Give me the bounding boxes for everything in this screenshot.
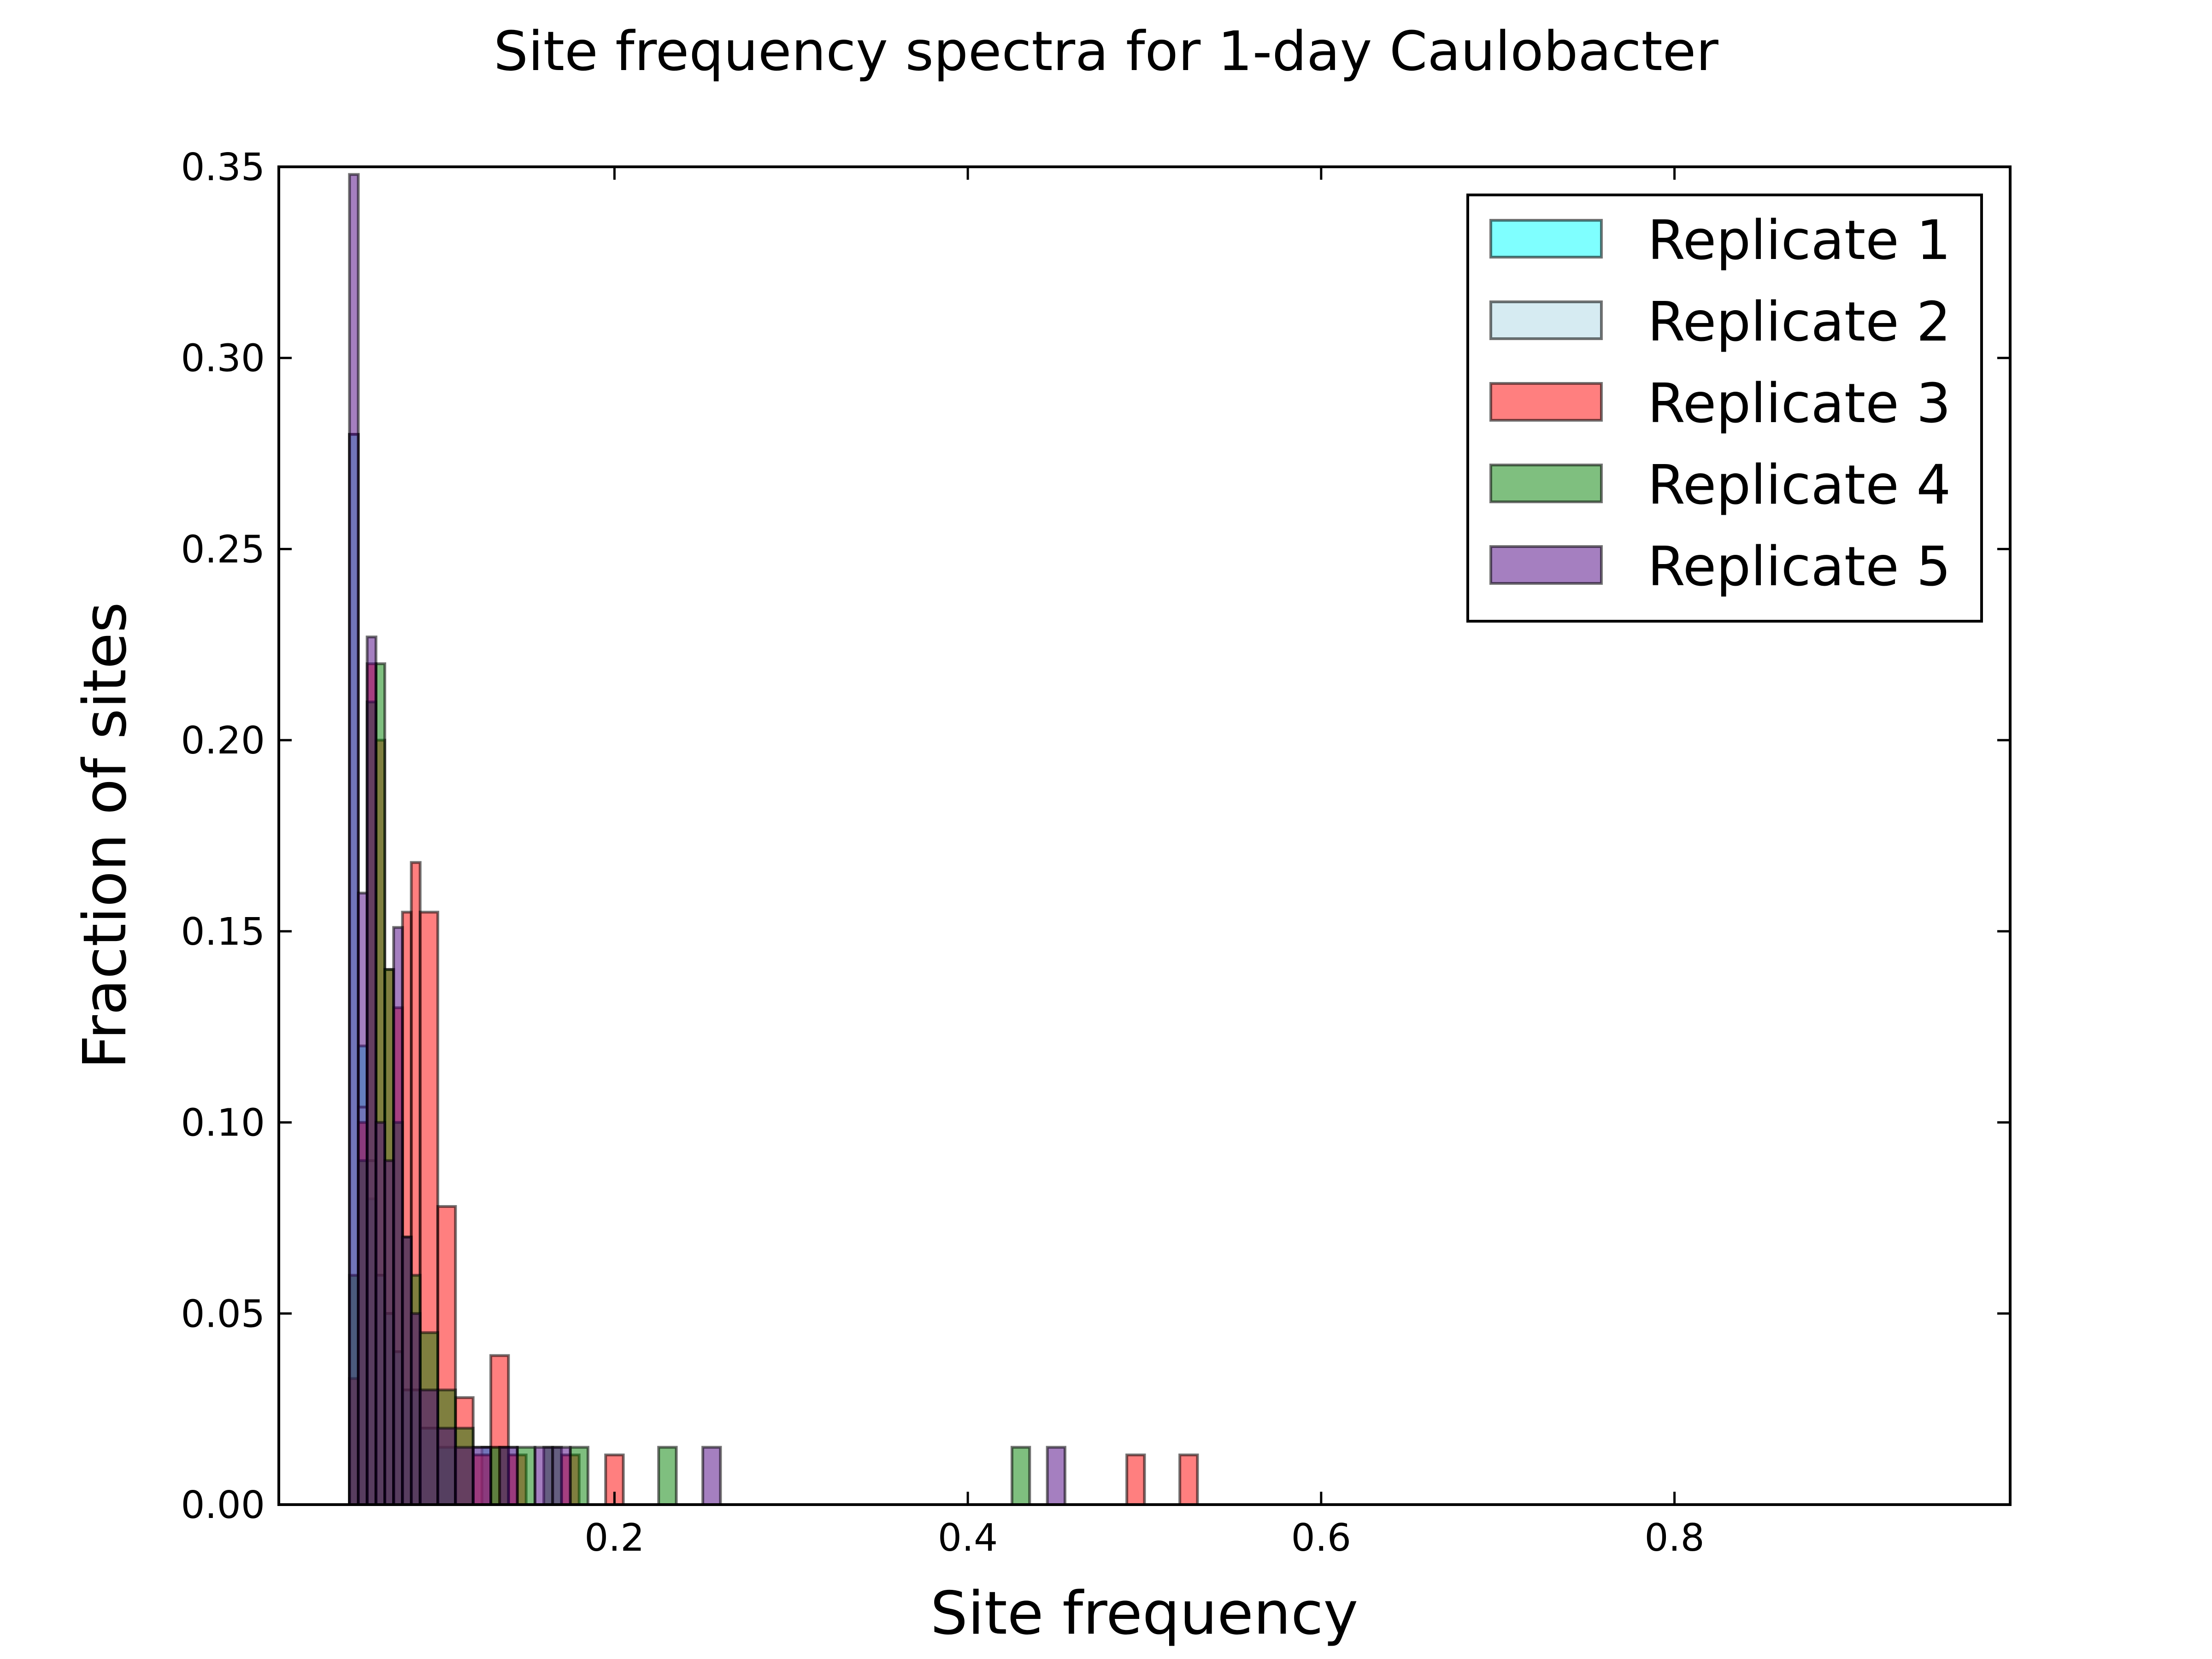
plot-frame [277, 165, 2012, 1506]
legend-label-1: Replicate 1 [1647, 208, 1951, 272]
legend-label-4: Replicate 4 [1647, 453, 1951, 517]
bar-series-5-16 [701, 1446, 722, 1506]
y-tick-label: 0.25 [181, 528, 265, 571]
y-tick-label: 0.00 [181, 1483, 265, 1527]
y-tick-label: 0.15 [181, 910, 265, 954]
legend-items: Replicate 1 Replicate 2 Replicate 3 Replica… [1489, 208, 1951, 598]
bar-series-5-11 [454, 1446, 475, 1506]
x-axis-title: Site frequency [930, 1579, 1358, 1648]
bar-series-4-16 [657, 1446, 678, 1506]
bar-series-5-12 [471, 1446, 493, 1506]
legend-swatch-1 [1489, 219, 1603, 259]
series-5 [348, 173, 1066, 1506]
bar-series-5-15 [551, 1446, 572, 1506]
legend-swatch-4 [1489, 464, 1603, 503]
bar-series-5-13 [498, 1446, 519, 1506]
bar-series-5-9 [418, 1388, 440, 1506]
y-tick-label: 0.30 [181, 337, 265, 381]
legend-label-5: Replicate 5 [1647, 535, 1951, 598]
legend-swatch-2 [1489, 300, 1603, 340]
legend-swatch-5 [1489, 545, 1603, 585]
y-tick-label: 0.35 [181, 146, 265, 189]
bar-series-3-17 [1125, 1453, 1146, 1506]
y-tick-label: 0.10 [181, 1101, 265, 1145]
chart-title: Site frequency spectra for 1-day Cauloba… [494, 19, 1718, 83]
x-tick-label: 0.4 [938, 1516, 998, 1560]
bar-series-5-10 [436, 1427, 457, 1506]
bar-series-5-14 [533, 1446, 554, 1506]
y-tick-label: 0.05 [181, 1292, 265, 1336]
x-tick-label: 0.6 [1291, 1516, 1351, 1560]
y-tick-label: 0.20 [181, 719, 265, 763]
bar-series-3-18 [1178, 1453, 1199, 1506]
legend-label-2: Replicate 2 [1647, 290, 1951, 353]
bar-series-4-13 [516, 1446, 536, 1506]
y-axis-title: Fraction of sites [71, 602, 140, 1069]
legend: Replicate 1 Replicate 2 Replicate 3 Replica… [1466, 194, 1983, 623]
ticks-layer: 0.2 0.4 0.6 0.8 0.00 0.05 0.10 0.15 0.20 0.25 0.30… [181, 146, 2010, 1560]
legend-label-3: Replicate 3 [1647, 371, 1951, 435]
x-tick-label: 0.8 [1644, 1516, 1704, 1560]
bar-series-4-15 [569, 1446, 589, 1506]
bar-series-5-17 [1046, 1446, 1066, 1506]
x-tick-label: 0.2 [584, 1516, 644, 1560]
legend-swatch-3 [1489, 382, 1603, 422]
bar-series-4-17 [1010, 1446, 1031, 1506]
